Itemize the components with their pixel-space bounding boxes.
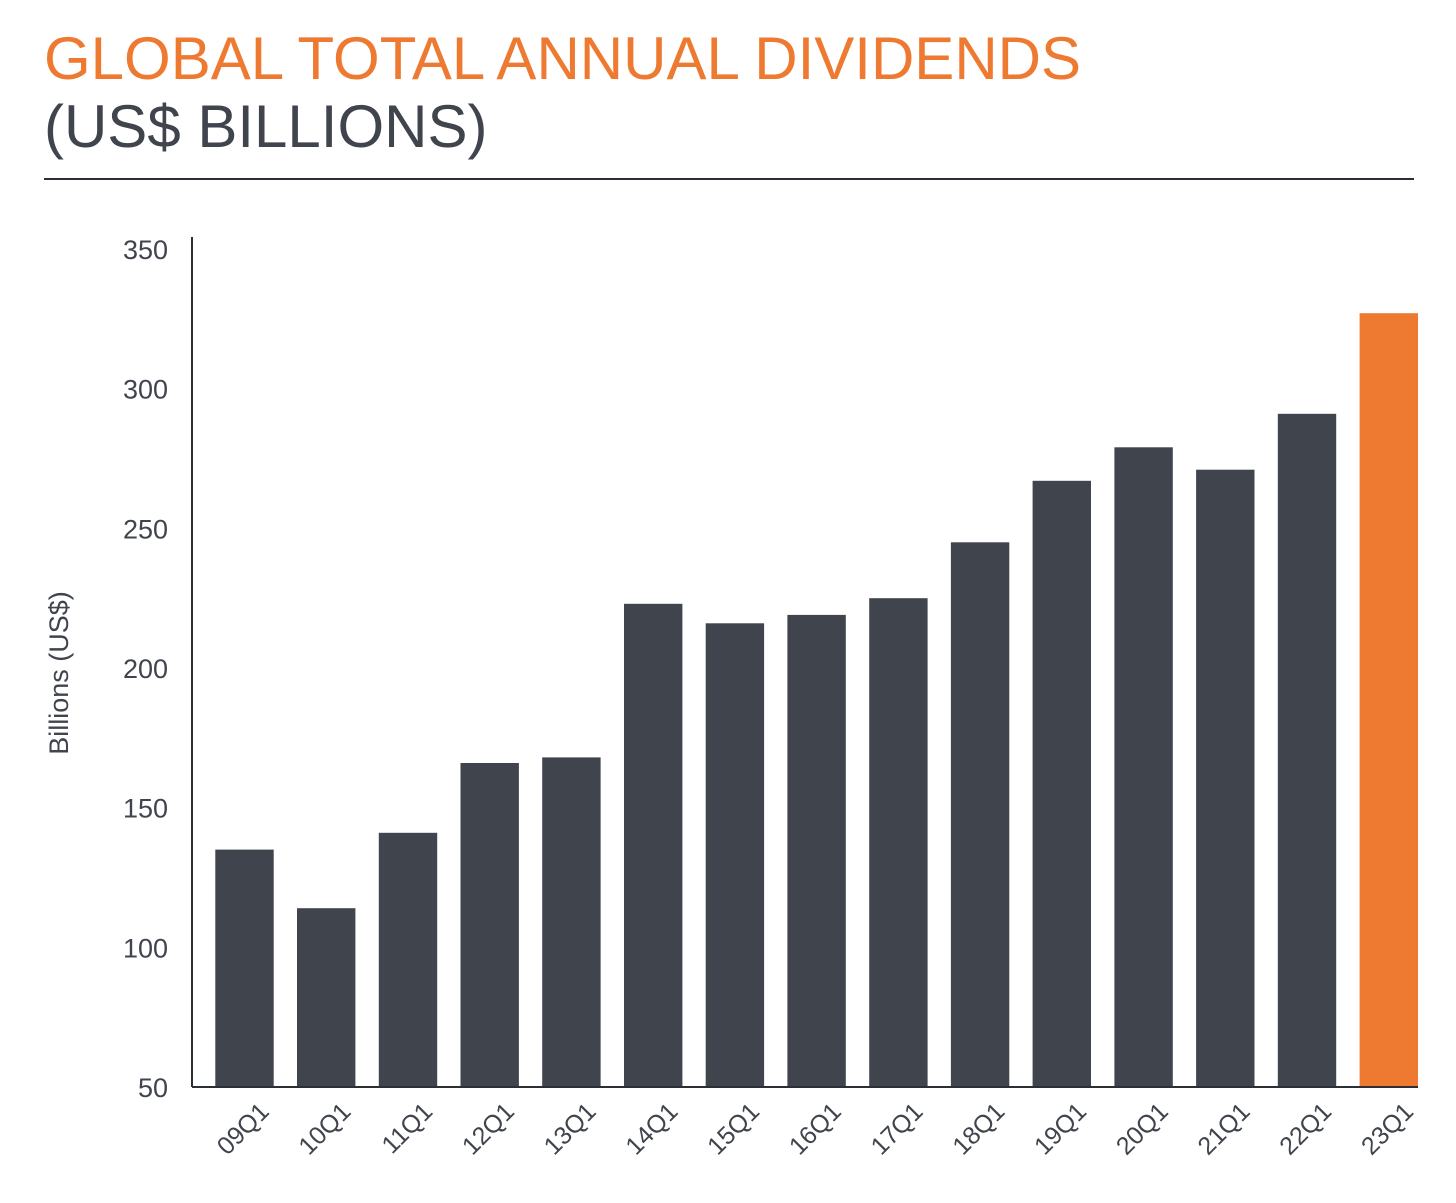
x-tick-label: 14Q1 [620, 1097, 683, 1160]
y-tick-label: 200 [123, 654, 168, 684]
title-divider [44, 178, 1414, 180]
x-tick-label: 13Q1 [539, 1097, 602, 1160]
y-tick-label: 300 [123, 375, 168, 405]
y-tick-label: 250 [123, 514, 168, 544]
bars [215, 313, 1418, 1087]
bar-21Q1 [1196, 469, 1255, 1087]
y-axis-ticks: 50 100 150 200 250 300 350 [123, 235, 168, 1103]
bar-23Q1 [1359, 313, 1418, 1087]
x-tick-label: 10Q1 [293, 1097, 356, 1160]
x-tick-label: 22Q1 [1274, 1097, 1337, 1160]
x-tick-label: 21Q1 [1192, 1097, 1255, 1160]
bar-19Q1 [1032, 480, 1091, 1087]
bar-15Q1 [705, 623, 765, 1087]
x-tick-label: 23Q1 [1356, 1097, 1419, 1160]
chart-title: GLOBAL TOTAL ANNUAL DIVIDENDS [44, 25, 1081, 92]
bar-16Q1 [787, 614, 846, 1087]
x-tick-label: 19Q1 [1029, 1097, 1092, 1160]
x-tick-label: 17Q1 [866, 1097, 929, 1160]
x-tick-label: 11Q1 [377, 1097, 439, 1159]
x-tick-label: 09Q1 [212, 1097, 275, 1160]
x-tick-label: 12Q1 [457, 1097, 520, 1160]
y-tick-label: 350 [123, 235, 168, 265]
bar-10Q1 [297, 908, 356, 1087]
y-tick-label: 50 [138, 1073, 168, 1103]
x-tick-label: 15Q1 [702, 1097, 765, 1160]
x-tick-label: 18Q1 [947, 1097, 1010, 1160]
y-axis-title: Billions (US$) [44, 591, 74, 755]
bar-13Q1 [542, 757, 601, 1087]
bar-12Q1 [460, 763, 519, 1087]
y-tick-label: 150 [123, 794, 168, 824]
bar-11Q1 [378, 832, 438, 1087]
bar-17Q1 [869, 598, 928, 1087]
x-axis-labels: 09Q1 10Q1 11Q1 12Q1 13Q1 14Q1 15Q1 16Q1 17Q1 18Q1… [212, 1097, 1419, 1160]
chart-subtitle: (US$ BILLIONS) [44, 93, 488, 160]
x-tick-label: 20Q1 [1111, 1097, 1174, 1160]
bar-20Q1 [1114, 447, 1173, 1087]
y-tick-label: 100 [123, 933, 168, 963]
x-tick-label: 16Q1 [784, 1097, 847, 1160]
bar-22Q1 [1277, 413, 1337, 1087]
bar-14Q1 [624, 603, 683, 1087]
bar-09Q1 [215, 849, 274, 1087]
bar-18Q1 [950, 542, 1010, 1087]
